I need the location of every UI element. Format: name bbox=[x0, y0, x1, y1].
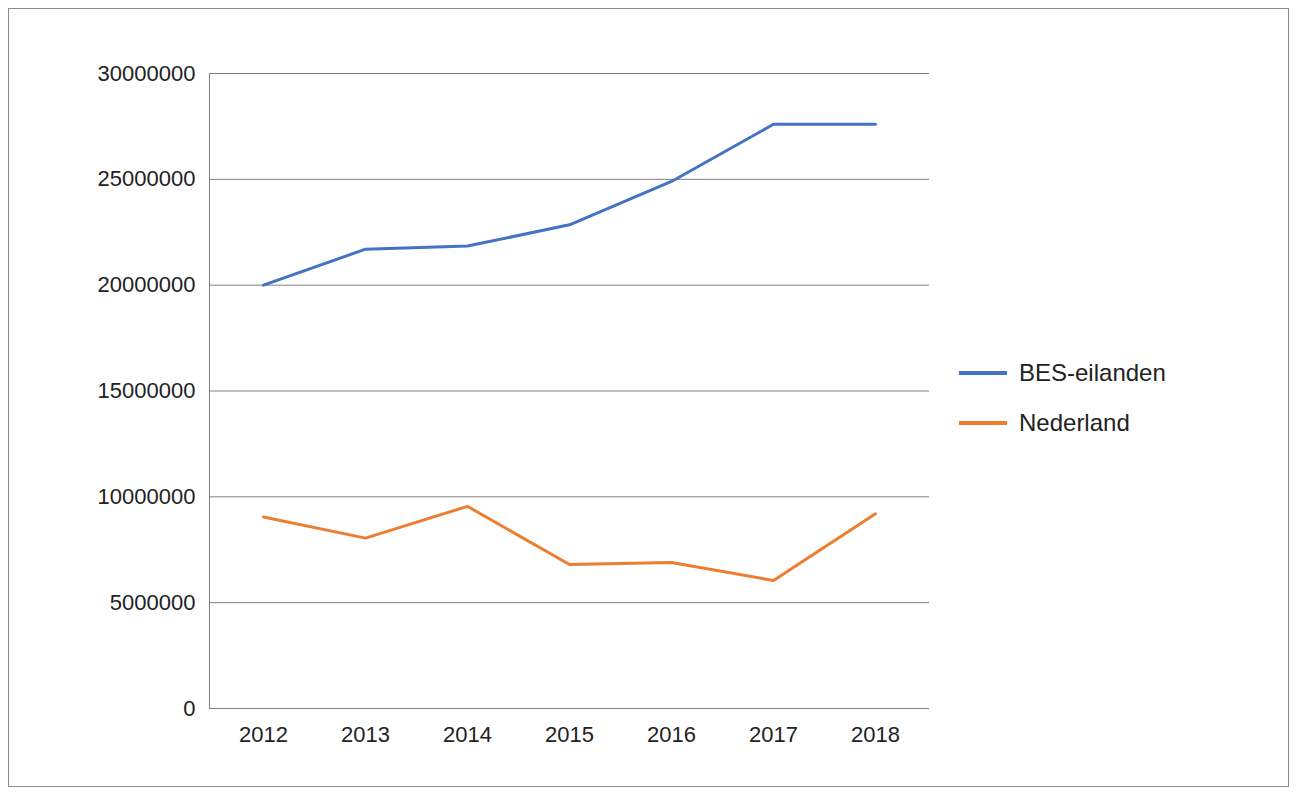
html-text:BES-eilanden: BES-eilanden bbox=[1019, 358, 1166, 386]
html-text:Nederland: Nederland bbox=[1019, 408, 1130, 436]
svg-text:30000000: 30000000 bbox=[98, 60, 196, 85]
svg-text:2016: 2016 bbox=[647, 722, 696, 747]
svg-text:25000000: 25000000 bbox=[98, 166, 196, 191]
svg-text:20000000: 20000000 bbox=[98, 272, 196, 297]
svg-text:2013: 2013 bbox=[341, 722, 390, 747]
svg-text:2017: 2017 bbox=[749, 722, 798, 747]
svg-text:2012: 2012 bbox=[239, 722, 288, 747]
svg-text:15000000: 15000000 bbox=[98, 378, 196, 403]
svg-text:2015: 2015 bbox=[545, 722, 594, 747]
svg-text:2018: 2018 bbox=[851, 722, 900, 747]
svg-text:0: 0 bbox=[183, 695, 195, 720]
svg-text:5000000: 5000000 bbox=[110, 589, 196, 614]
svg-text:10000000: 10000000 bbox=[98, 483, 196, 508]
svg-text:2014: 2014 bbox=[443, 722, 492, 747]
